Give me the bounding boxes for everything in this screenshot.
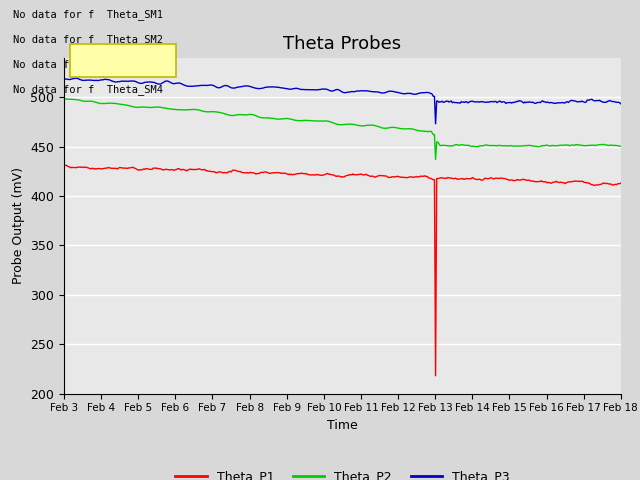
- Theta_P3: [329, 88, 337, 94]
- Theta_P2: [324, 119, 332, 124]
- Theta_P3: [60, 76, 68, 82]
- Theta_P1: [392, 174, 399, 180]
- Legend: Theta_P1, Theta_P2, Theta_P3: Theta_P1, Theta_P2, Theta_P3: [170, 465, 515, 480]
- Theta_P1: [60, 162, 68, 168]
- Title: Theta Probes: Theta Probes: [284, 35, 401, 53]
- Theta_P2: [518, 143, 525, 149]
- Text: No data for f  Theta_SM4: No data for f Theta_SM4: [13, 84, 163, 95]
- Theta_P1: [328, 172, 335, 178]
- Theta_P1: [605, 181, 612, 187]
- Theta_P3: [432, 121, 440, 127]
- Theta_P3: [519, 99, 527, 105]
- Line: Theta_P1: Theta_P1: [64, 165, 621, 376]
- Theta_P2: [605, 143, 612, 148]
- Line: Theta_P2: Theta_P2: [64, 99, 621, 159]
- Text: No data for f  Theta_SM2: No data for f Theta_SM2: [13, 34, 163, 45]
- Theta_P2: [432, 156, 440, 162]
- Theta_P2: [60, 96, 68, 102]
- Theta_P2: [328, 120, 335, 125]
- Theta_P3: [393, 89, 401, 95]
- Theta_P3: [617, 101, 625, 107]
- Theta_P2: [392, 125, 399, 131]
- Text: No data for f  Theta_SM3: No data for f Theta_SM3: [13, 59, 163, 70]
- Theta_P1: [518, 177, 525, 182]
- Line: Theta_P3: Theta_P3: [64, 78, 621, 124]
- Theta_P2: [362, 123, 369, 129]
- Theta_P3: [606, 97, 614, 103]
- Theta_P1: [324, 171, 332, 177]
- Theta_P1: [362, 171, 369, 177]
- Theta_P1: [617, 180, 625, 186]
- Y-axis label: Probe Output (mV): Probe Output (mV): [12, 167, 25, 284]
- Text: No data for f  Theta_SM1: No data for f Theta_SM1: [13, 9, 163, 20]
- X-axis label: Time: Time: [327, 419, 358, 432]
- Theta_P1: [432, 373, 440, 379]
- Theta_P3: [362, 88, 370, 94]
- Theta_P3: [326, 88, 333, 94]
- Theta_P3: [72, 75, 80, 81]
- Theta_P2: [617, 143, 625, 149]
